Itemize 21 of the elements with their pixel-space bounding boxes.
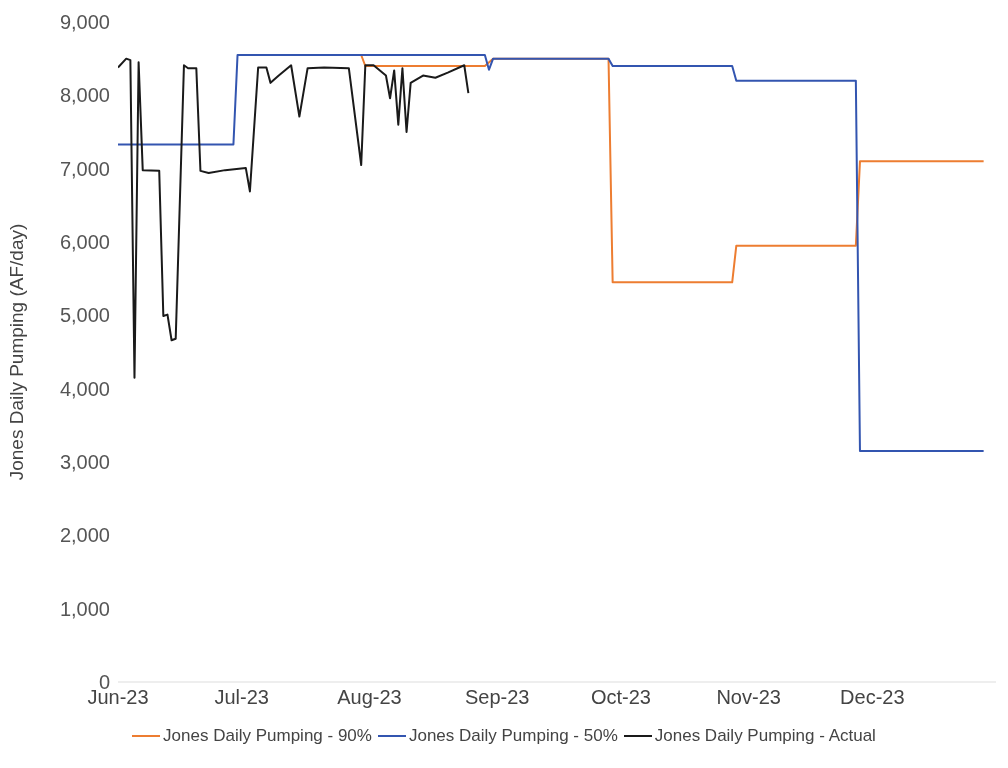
legend-label: Jones Daily Pumping - 90% (162, 726, 372, 746)
y-tick-label: 3,000 (59, 451, 110, 474)
x-tick-label: Dec-23 (840, 686, 905, 709)
line-series (118, 57, 470, 379)
line-series (118, 54, 985, 452)
y-tick-label: 1,000 (59, 597, 110, 620)
y-tick-label: 4,000 (59, 377, 110, 400)
y-tick-label: 6,000 (59, 231, 110, 254)
y-tick-label: 9,000 (59, 11, 110, 34)
x-tick-label: Aug-23 (337, 686, 402, 709)
x-tick-label: Nov-23 (716, 686, 781, 709)
x-tick-label: Sep-23 (464, 686, 530, 709)
legend-label: Jones Daily Pumping - Actual (653, 726, 876, 746)
y-tick-label: 7,000 (59, 157, 110, 180)
y-tick-label: 2,000 (59, 524, 110, 547)
x-tick-label: Oct-23 (590, 686, 651, 709)
y-axis-title: Jones Daily Pumping (AF/day) (5, 223, 27, 481)
legend-label: Jones Daily Pumping - 50% (407, 726, 618, 746)
y-tick-label: 5,000 (59, 304, 110, 327)
y-tick-label: 8,000 (59, 84, 110, 107)
x-tick-label: Jul-23 (214, 686, 269, 709)
